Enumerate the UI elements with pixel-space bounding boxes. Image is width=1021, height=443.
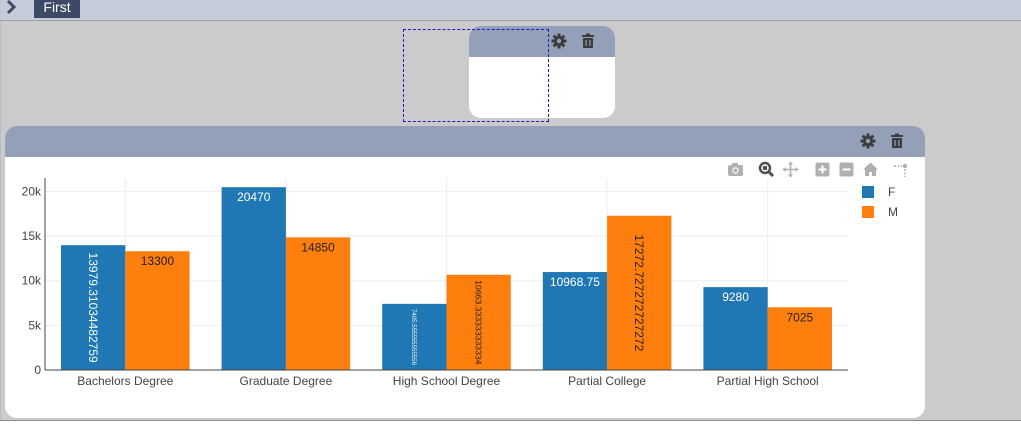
data-label: 9280: [722, 290, 749, 304]
gear-icon[interactable]: [860, 133, 876, 149]
reset-axes-icon[interactable]: [862, 161, 879, 178]
tab-first[interactable]: First: [34, 0, 80, 18]
y-tick-label: 0: [34, 363, 41, 377]
x-tick-label: Bachelors Degree: [77, 374, 173, 388]
zoom-icon[interactable]: [758, 161, 775, 178]
bar-m: [446, 274, 511, 370]
pan-icon[interactable]: [782, 161, 799, 178]
data-label: 7025: [786, 310, 813, 324]
bar-f: [61, 245, 126, 370]
left-divider: [0, 21, 1, 421]
x-tick-label: Partial College: [568, 374, 646, 388]
bar-m: [285, 237, 351, 370]
legend-swatch-m: [862, 206, 874, 218]
data-label: 13300: [141, 254, 175, 268]
chevron-right-icon[interactable]: [4, 0, 20, 16]
trash-icon[interactable]: [889, 133, 905, 149]
bar-m: [767, 307, 832, 370]
selection-rectangle[interactable]: [403, 29, 549, 122]
bar-f: [221, 187, 286, 370]
bar-f: [703, 287, 768, 370]
legend-label-m: M: [888, 205, 898, 219]
x-tick-label: High School Degree: [393, 374, 501, 388]
y-tick-label: 20k: [22, 184, 42, 198]
legend-swatch-f: [862, 186, 874, 198]
y-tick-label: 15k: [22, 229, 42, 243]
data-label: 10968.75: [550, 275, 600, 289]
y-tick-label: 5k: [28, 318, 42, 332]
zoom-out-icon[interactable]: [838, 161, 855, 178]
camera-icon[interactable]: [727, 161, 744, 178]
data-label: 17272.727272727272: [632, 234, 646, 351]
bar-f: [542, 272, 608, 370]
trash-icon[interactable]: [580, 33, 596, 49]
panel-header[interactable]: [5, 126, 925, 157]
data-label: 13979.31034482759: [86, 253, 100, 363]
gear-icon[interactable]: [551, 33, 567, 49]
bar-m: [125, 251, 190, 370]
bottom-area: [0, 420, 1021, 443]
x-tick-label: Partial High School: [717, 374, 819, 388]
bar-m: [607, 215, 672, 370]
panel-header[interactable]: [469, 26, 615, 57]
x-tick-label: Graduate Degree: [240, 374, 333, 388]
empty-widget-panel: [469, 26, 615, 118]
top-bar: First: [0, 0, 1021, 21]
data-label: 7405.555555555556: [410, 309, 417, 366]
data-label: 20470: [237, 190, 271, 204]
data-label: 14850: [301, 240, 335, 254]
zoom-in-icon[interactable]: [814, 161, 831, 178]
bar-f: [382, 303, 447, 370]
y-tick-label: 10k: [22, 274, 42, 288]
data-label: 10663.333333333334: [474, 280, 484, 365]
spike-lines-icon[interactable]: [893, 161, 910, 178]
legend-label-f: F: [888, 185, 895, 199]
